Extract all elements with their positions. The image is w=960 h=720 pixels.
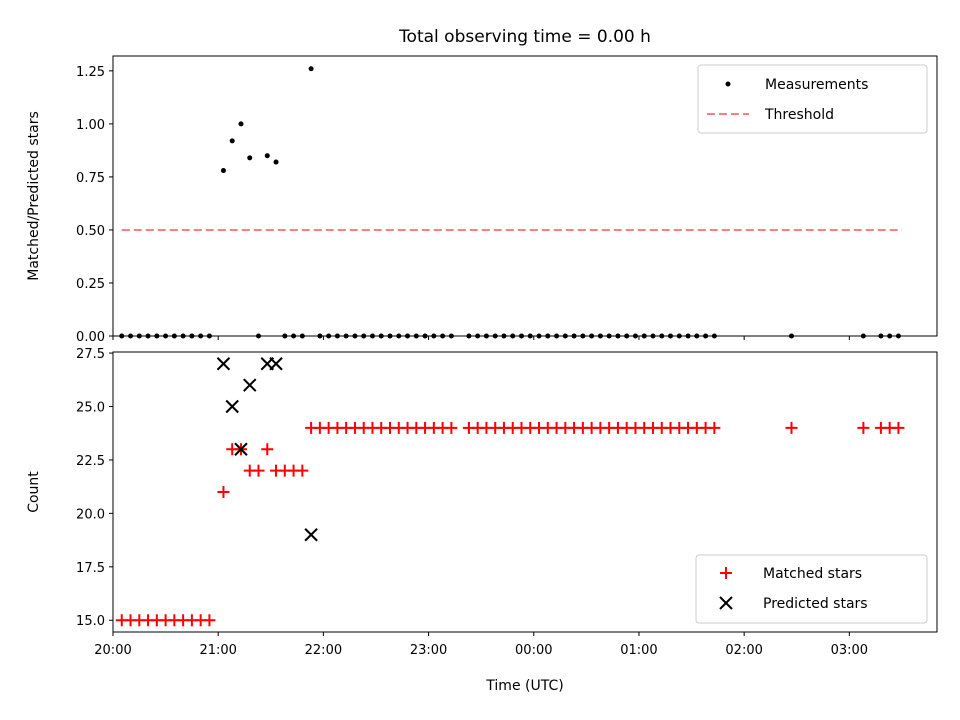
legend-matched-label: Matched stars — [763, 566, 862, 582]
top-panel: 0.00 0.25 0.50 0.75 1.00 1.25 Matched/Predict… — [26, 55, 938, 345]
matched-star-point — [785, 421, 798, 434]
legend-matched-marker — [720, 567, 732, 579]
x-tick-label: 23:00 — [410, 643, 447, 658]
bottom-y-tick-label: 27.5 — [76, 347, 105, 362]
matched-star-point — [445, 421, 458, 434]
measurement-point — [247, 155, 253, 161]
predicted-star-point — [269, 357, 283, 371]
measurement-point — [220, 168, 226, 174]
predicted-star-point — [234, 442, 248, 456]
top-y-tick-label: 0.50 — [76, 224, 105, 239]
x-tick-label: 00:00 — [515, 643, 552, 658]
bottom-y-axis: 15.0 17.5 20.0 22.5 25.0 27.5 — [76, 347, 113, 629]
bottom-plot-marks — [115, 357, 905, 627]
measurement-point — [264, 153, 270, 159]
top-y-tick-label: 0.25 — [76, 277, 105, 292]
predicted-star-point — [304, 528, 318, 542]
predicted-star-point — [225, 399, 239, 414]
bottom-y-axis-label: Count — [26, 471, 42, 513]
matched-star-point — [892, 421, 905, 434]
matched-star-point — [252, 464, 265, 477]
x-tick-label: 02:00 — [725, 643, 762, 658]
top-legend-box — [697, 64, 928, 134]
legend-threshold-label: Threshold — [764, 107, 834, 123]
measurement-point — [229, 138, 235, 144]
predicted-star-point — [216, 357, 231, 371]
bottom-panel: 15.0 17.5 20.0 22.5 25.0 27.5 20:00 21:00 22:00… — [26, 347, 938, 694]
x-tick-label: 22:00 — [305, 643, 342, 658]
legend-predicted-marker — [719, 596, 733, 610]
x-axis-label: Time (UTC) — [485, 678, 563, 694]
x-tick-label: 01:00 — [620, 643, 657, 658]
matched-star-point — [857, 421, 870, 434]
bottom-y-tick-label: 22.5 — [76, 454, 105, 469]
bottom-legend: Matched stars Predicted stars — [695, 554, 928, 624]
matched-star-point — [708, 421, 721, 434]
bottom-y-tick-label: 17.5 — [76, 561, 105, 576]
top-y-axis-label: Matched/Predicted stars — [26, 111, 42, 281]
legend-measurements-marker — [725, 81, 731, 87]
top-y-tick-label: 1.00 — [76, 118, 105, 133]
bottom-axes-frame — [112, 351, 938, 633]
top-y-axis: 0.00 0.25 0.50 0.75 1.00 1.25 — [76, 65, 113, 345]
bottom-x-axis: 20:00 21:00 22:00 23:00 00:00 01:00 02:00 03:00 — [94, 632, 868, 658]
matched-star-point — [203, 614, 216, 627]
matched-star-point — [296, 464, 309, 477]
measurement-point — [273, 159, 279, 165]
top-legend: Measurements Threshold — [697, 64, 928, 134]
top-y-tick-label: 0.75 — [76, 171, 105, 186]
figure-title: Total observing time = 0.00 h — [398, 27, 651, 47]
measurement-point — [308, 66, 314, 72]
measurement-point — [238, 121, 244, 127]
top-x-axis — [112, 336, 850, 340]
bottom-y-tick-label: 25.0 — [76, 401, 105, 416]
x-tick-label: 03:00 — [831, 643, 868, 658]
bottom-y-tick-label: 20.0 — [76, 507, 105, 522]
matched-star-point — [217, 486, 230, 498]
matched-star-point — [261, 443, 274, 456]
x-tick-label: 20:00 — [94, 643, 131, 658]
x-tick-label: 21:00 — [199, 643, 236, 658]
bottom-legend-box — [695, 554, 928, 624]
top-y-tick-label: 0.00 — [76, 330, 105, 345]
top-plot-marks — [119, 66, 902, 339]
legend-measurements-label: Measurements — [765, 77, 868, 93]
top-y-tick-label: 1.25 — [76, 65, 105, 80]
top-axes-frame — [112, 55, 938, 337]
bottom-y-tick-label: 15.0 — [76, 614, 105, 629]
predicted-star-point — [243, 378, 257, 392]
legend-predicted-label: Predicted stars — [763, 596, 868, 612]
